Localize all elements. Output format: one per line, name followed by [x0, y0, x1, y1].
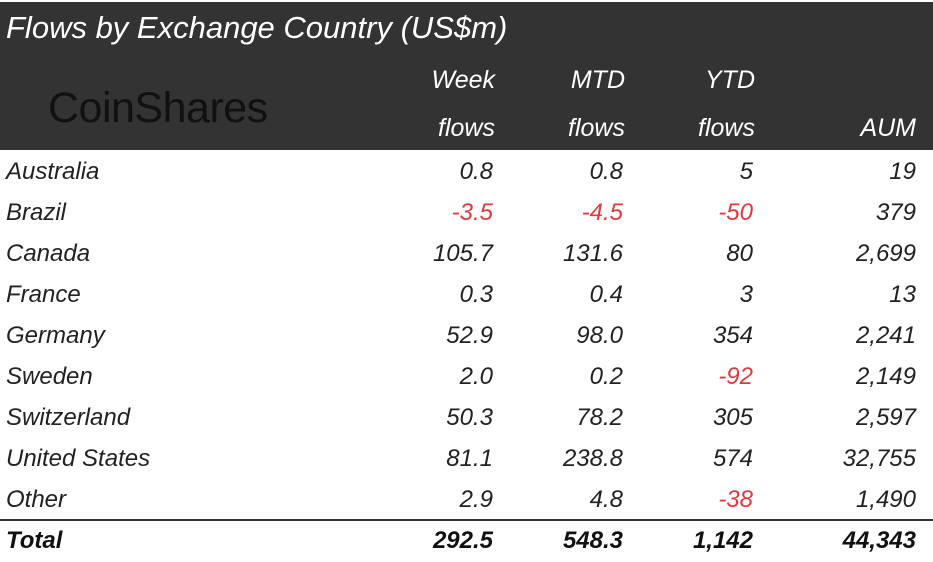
mtd-cell: 238.8: [562, 445, 623, 472]
col-mtd-top: MTD: [570, 66, 625, 94]
mtd-cell: 0.4: [589, 281, 623, 308]
country-cell: Germany: [6, 322, 105, 349]
country-cell: Switzerland: [6, 404, 131, 431]
coinshares-logo: CoinShares: [48, 84, 268, 132]
aum-cell: 2,149: [855, 363, 916, 390]
aum-cell: 19: [889, 158, 916, 185]
mtd-cell: 131.6: [562, 240, 623, 267]
table-row: Brazil -3.5 -4.5 -50 379: [0, 193, 933, 234]
mtd-cell: 0.2: [589, 363, 623, 390]
country-cell: Australia: [6, 158, 100, 185]
mtd-cell: 0.8: [589, 158, 623, 185]
mtd-cell: 4.8: [589, 486, 623, 513]
week-cell: 2.9: [459, 486, 493, 513]
col-mtd-bottom: flows: [568, 114, 625, 142]
ytd-cell: 5: [739, 158, 753, 185]
week-cell: 292.5: [432, 527, 493, 554]
week-cell: 0.8: [459, 158, 493, 185]
country-cell: Total: [6, 527, 63, 554]
table-row: United States 81.1 238.8 574 32,755: [0, 439, 933, 480]
col-ytd-bottom: flows: [698, 114, 755, 142]
mtd-cell: -4.5: [581, 199, 623, 226]
ytd-cell: -50: [718, 199, 753, 226]
week-cell: -3.5: [451, 199, 493, 226]
ytd-cell: 354: [712, 322, 753, 349]
ytd-cell: 3: [739, 281, 753, 308]
table-row: Switzerland 50.3 78.2 305 2,597: [0, 398, 933, 439]
col-week-bottom: flows: [438, 114, 495, 142]
aum-cell: 44,343: [842, 527, 916, 554]
col-ytd-top: YTD: [705, 66, 755, 94]
mtd-cell: 78.2: [576, 404, 623, 431]
table-row: Sweden 2.0 0.2 -92 2,149: [0, 357, 933, 398]
ytd-cell: 80: [726, 240, 753, 267]
country-cell: France: [6, 281, 81, 308]
total-divider: [0, 519, 933, 521]
country-cell: United States: [6, 445, 151, 472]
country-cell: Canada: [6, 240, 91, 267]
aum-cell: 13: [889, 281, 916, 308]
ytd-cell: 305: [712, 404, 753, 431]
aum-cell: 2,241: [855, 322, 916, 349]
table-title: Flows by Exchange Country (US$m): [6, 10, 508, 45]
mtd-cell: 548.3: [562, 527, 623, 554]
mtd-cell: 98.0: [576, 322, 623, 349]
ytd-cell: 574: [712, 445, 753, 472]
table-row: Australia 0.8 0.8 5 19: [0, 152, 933, 193]
week-cell: 52.9: [446, 322, 493, 349]
country-cell: Other: [6, 486, 67, 513]
week-cell: 0.3: [459, 281, 493, 308]
total-row: Total 292.5 548.3 1,142 44,343: [0, 521, 933, 562]
aum-cell: 1,490: [855, 486, 916, 513]
table-row: Germany 52.9 98.0 354 2,241: [0, 316, 933, 357]
week-cell: 50.3: [446, 404, 493, 431]
col-aum: AUM: [860, 114, 916, 142]
col-week-top: Week: [431, 66, 495, 94]
table-row: Canada 105.7 131.6 80 2,699: [0, 234, 933, 275]
aum-cell: 379: [875, 199, 916, 226]
aum-cell: 32,755: [842, 445, 916, 472]
ytd-cell: -38: [718, 486, 753, 513]
aum-cell: 2,699: [855, 240, 916, 267]
table-row: Other 2.9 4.8 -38 1,490: [0, 480, 933, 521]
aum-cell: 2,597: [855, 404, 916, 431]
table-header: Flows by Exchange Country (US$m) CoinSha…: [0, 2, 933, 150]
table-row: France 0.3 0.4 3 13: [0, 275, 933, 316]
ytd-cell: 1,142: [692, 527, 753, 554]
week-cell: 81.1: [446, 445, 493, 472]
ytd-cell: -92: [718, 363, 753, 390]
country-cell: Sweden: [6, 363, 93, 390]
week-cell: 105.7: [432, 240, 493, 267]
week-cell: 2.0: [459, 363, 493, 390]
country-cell: Brazil: [6, 199, 67, 226]
